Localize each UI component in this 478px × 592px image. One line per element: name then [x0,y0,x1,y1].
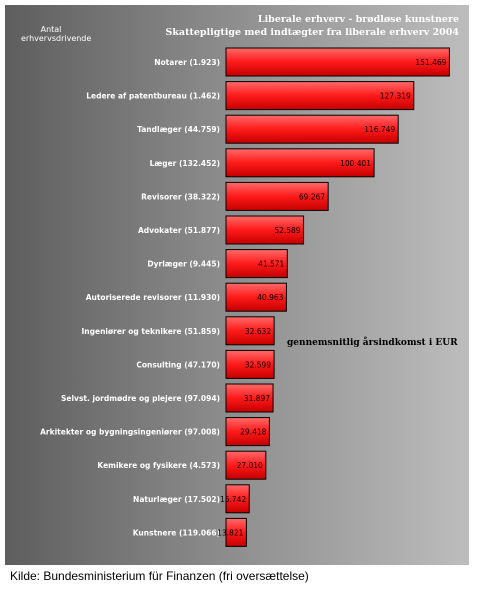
bar-group: Arkitekter og bygningsingeniører (97.008… [40,417,270,447]
value-label: 127.319 [380,92,411,101]
bar [225,81,415,111]
chart-title: Liberale erhverv - brødløse kunstnere Sk… [139,13,459,39]
value-label: 41.571 [258,260,284,269]
bar [225,282,287,312]
bar-group: Advokater (51.877) 52.589 [138,215,305,245]
bar [225,181,329,211]
chart-subtitle-line: Skattepligtige med indtægter fra liberal… [165,27,459,38]
bar-group: Selvst. jordmødre og plejere (97.094) 31.… [61,383,274,413]
bar-group: Autoriserede revisorer (11.930) 40.963 [86,282,287,312]
chart-title-line: Liberale erhverv - brødløse kunstnere [257,14,459,25]
category-label: Revisorer (38.322) [141,192,220,201]
bar-group: Revisorer (38.322) 69.267 [141,181,329,211]
category-label: Læger (132.452) [150,159,220,168]
category-label: Kunstnere (119.066) [133,528,220,537]
category-label: Autoriserede revisorer (11.930) [86,293,220,302]
bar [225,450,267,480]
category-label: Kemikere og fysikere (4.573) [97,461,220,470]
value-label: 31.897 [244,394,270,403]
bar-chart: Notarer (1.923) 151.469 Ledere af patentbu… [40,47,450,547]
value-label: 27.010 [237,461,263,470]
bar-group: Ingeniører og teknikere (51.859) 32.632 [81,316,275,346]
value-label: 40.963 [257,293,283,302]
bar [225,517,247,547]
column-header: Antal erhvervsdrivende [21,25,92,43]
bar-group: Læger (132.452) 100.401 [150,148,375,178]
bar [225,484,250,514]
category-label: Advokater (51.877) [138,226,220,235]
bar [225,47,450,77]
value-label: 116.749 [364,125,395,134]
value-label: 151.469 [415,58,446,67]
bar-group: Consulting (47.170) 32.599 [136,349,275,379]
value-label: 32.632 [245,327,271,336]
value-label: 13.821 [217,528,243,537]
chart-panel: Notarer (1.923) 151.469 Ledere af patentbu… [5,5,469,565]
value-label: 100.401 [340,159,371,168]
category-label: Notarer (1.923) [154,58,220,67]
category-label: Arkitekter og bygningsingeniører (97.008… [40,428,220,437]
value-label: 52.589 [274,226,300,235]
bar-group: Kemikere og fysikere (4.573) 27.010 [97,450,267,480]
category-label: Dyrlæger (9.445) [147,260,220,269]
category-label: Naturlæger (17.502) [133,495,220,504]
bar [225,349,275,379]
bar [225,215,305,245]
bar [225,148,375,178]
category-label: Tandlæger (44.759) [137,125,220,134]
category-label: Selvst. jordmødre og plejere (97.094) [61,394,220,403]
value-label: 15.742 [220,495,246,504]
bar-group: Naturlæger (17.502) 15.742 [133,484,250,514]
bar-group: Kunstnere (119.066)13.821 [133,517,247,547]
source-note: Kilde: Bundesministerium für Finanzen (f… [10,569,309,583]
category-label: Consulting (47.170) [136,360,220,369]
value-label: 29.418 [240,428,266,437]
bar-group: Notarer (1.923) 151.469 [154,47,450,77]
column-header-line: Antal [40,25,62,34]
bar-group: Tandlæger (44.759) 116.749 [137,114,399,144]
value-label: 69.267 [299,192,325,201]
legend-series-label: gennemsnitlig årsindkomst i EUR [287,338,458,348]
bar [225,383,274,413]
value-label: 32.599 [245,360,271,369]
category-label: Ledere af patentbureau (1.462) [86,92,220,101]
bar [225,316,275,346]
bar-group: Dyrlæger (9.445) 41.571 [147,249,288,279]
bar [225,114,399,144]
bar-group: Ledere af patentbureau (1.462) 127.319 [86,81,415,111]
category-label: Ingeniører og teknikere (51.859) [81,327,220,336]
bar [225,417,270,447]
bar [225,249,288,279]
column-header-line: erhvervsdrivende [21,34,92,43]
